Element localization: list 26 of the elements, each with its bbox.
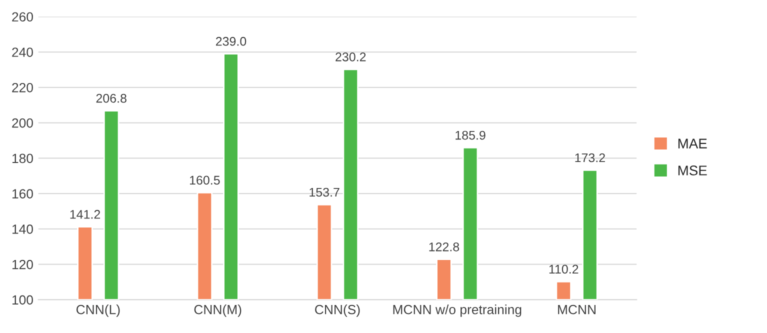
x-tick-label: CNN(M) [194, 304, 242, 317]
text: 173.2 [575, 153, 605, 162]
legend-label: MSE [678, 166, 707, 176]
text: 122.8 [429, 242, 460, 252]
y-tick-label: 260 [12, 12, 33, 22]
y-tick-label: 160 [12, 189, 33, 198]
x-tick-label: CNN(L) [76, 304, 120, 317]
y-tick-label: 100 [12, 295, 33, 305]
text: 160.5 [190, 176, 220, 185]
y-tick-label: 180 [12, 154, 33, 164]
y-tick-label: 240 [12, 48, 33, 57]
text: 141.2 [70, 210, 100, 219]
y-tick-label: 200 [12, 118, 33, 128]
y-tick-label: 220 [12, 82, 33, 92]
legend-label: MAE [678, 138, 707, 148]
text: 230.2 [336, 52, 366, 62]
text: 110.2 [549, 264, 578, 274]
text: 153.7 [310, 188, 340, 197]
x-tick-label: MCNN [558, 304, 596, 314]
x-tick-label: CNN(S) [315, 304, 360, 317]
y-tick-label: 120 [12, 260, 33, 270]
text: 206.8 [96, 94, 126, 103]
y-tick-label: 140 [12, 224, 33, 234]
text: 185.9 [456, 130, 486, 140]
x-tick-label: MCNN w/o pretraining [393, 304, 522, 317]
text: 239.0 [216, 36, 246, 46]
